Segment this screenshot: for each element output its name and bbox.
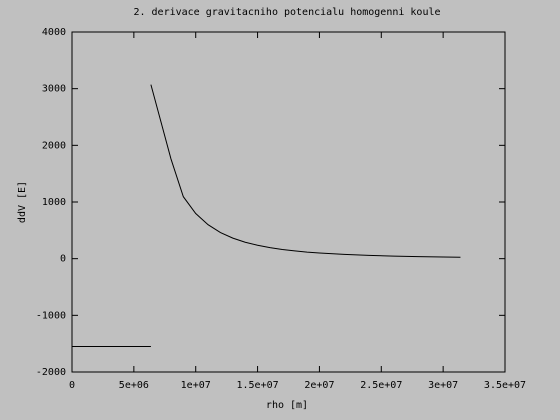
y-tick-label: 4000: [42, 27, 66, 38]
x-tick-label: 1.5e+07: [236, 380, 278, 391]
x-tick-label: 0: [69, 380, 75, 391]
y-tick-label: -1000: [36, 310, 66, 321]
y-tick-label: 3000: [42, 84, 66, 95]
x-tick-label: 3.5e+07: [484, 380, 526, 391]
y-tick-label: -2000: [36, 367, 66, 378]
data-line: [150, 84, 461, 258]
y-axis-label: ddV [E]: [17, 181, 28, 223]
x-tick-label: 2e+07: [304, 380, 334, 391]
x-tick-label: 1e+07: [181, 380, 211, 391]
x-tick-label: 5e+06: [119, 380, 149, 391]
x-axis-label: rho [m]: [266, 400, 308, 411]
chart-title: 2. derivace gravitacniho potencialu homo…: [133, 7, 440, 18]
y-tick-label: 0: [60, 254, 66, 265]
y-tick-label: 2000: [42, 140, 66, 151]
x-tick-label: 3e+07: [428, 380, 458, 391]
x-tick-label: 2.5e+07: [360, 380, 402, 391]
y-tick-label: 1000: [42, 197, 66, 208]
